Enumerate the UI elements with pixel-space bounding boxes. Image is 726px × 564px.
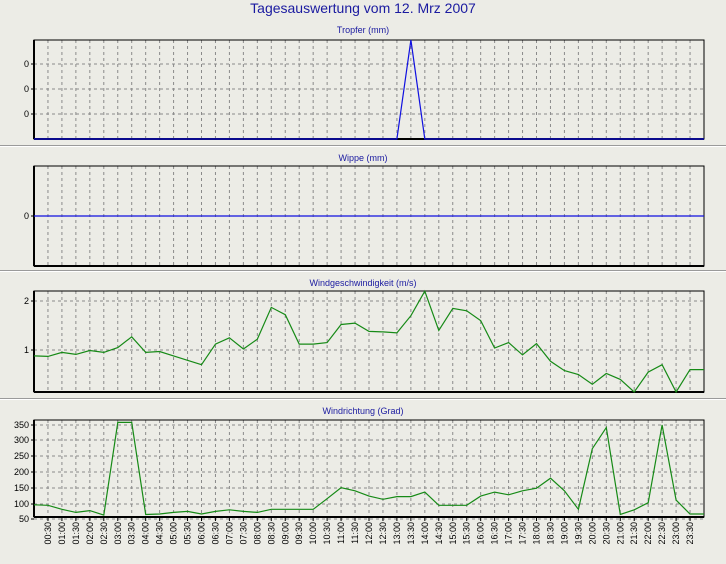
x-tick-label: 12:30 bbox=[378, 522, 388, 545]
x-tick-label: 21:00 bbox=[615, 522, 625, 545]
x-tick-label: 04:30 bbox=[155, 522, 165, 545]
x-tick-label: 08:30 bbox=[266, 522, 276, 545]
x-tick-label: 13:30 bbox=[406, 522, 416, 545]
x-tick-label: 19:30 bbox=[573, 522, 583, 545]
y-tick-label: 0 bbox=[24, 109, 29, 119]
x-tick-label: 11:30 bbox=[350, 522, 360, 544]
y-tick-label: 0 bbox=[24, 59, 29, 69]
y-tick-label: 100 bbox=[14, 499, 29, 509]
x-tick-label: 18:00 bbox=[532, 522, 542, 545]
x-tick-label: 05:00 bbox=[169, 522, 179, 545]
y-tick-label: 0 bbox=[24, 84, 29, 94]
x-tick-label: 08:00 bbox=[252, 522, 262, 545]
series-line bbox=[34, 39, 704, 140]
x-tick-label: 09:00 bbox=[280, 522, 290, 545]
panel-divider bbox=[0, 145, 726, 147]
y-tick-label: 250 bbox=[14, 451, 29, 461]
x-tick-label: 06:00 bbox=[197, 522, 207, 545]
x-tick-label: 17:30 bbox=[518, 522, 528, 545]
chart-title-wippe: Wippe (mm) bbox=[338, 153, 388, 163]
series-line bbox=[33, 289, 704, 394]
x-tick-label: 07:00 bbox=[224, 522, 234, 545]
y-tick-label: 0 bbox=[24, 211, 29, 221]
x-tick-label: 09:30 bbox=[294, 522, 304, 545]
x-tick-label: 23:30 bbox=[685, 522, 695, 545]
x-tick-label: 14:00 bbox=[420, 522, 430, 545]
y-tick-label: 50 bbox=[19, 514, 29, 524]
x-tick-label: 21:30 bbox=[629, 522, 639, 545]
x-tick-label: 15:00 bbox=[448, 522, 458, 545]
x-tick-label: 01:30 bbox=[71, 522, 81, 545]
x-tick-label: 10:00 bbox=[308, 522, 318, 545]
chart-title-tropfer: Tropfer (mm) bbox=[336, 25, 390, 35]
x-tick-label: 11:00 bbox=[336, 522, 346, 544]
x-tick-label: 01:00 bbox=[57, 522, 67, 545]
x-tick-label: 19:00 bbox=[559, 522, 569, 545]
x-tick-label: 03:30 bbox=[127, 522, 137, 545]
x-tick-label: 14:30 bbox=[434, 522, 444, 545]
x-tick-label: 17:00 bbox=[504, 522, 514, 545]
x-tick-label: 03:00 bbox=[113, 522, 123, 545]
x-tick-label: 15:30 bbox=[462, 522, 472, 545]
page-title: Tagesauswertung vom 12. Mrz 2007 bbox=[250, 0, 476, 16]
x-tick-label: 20:30 bbox=[601, 522, 611, 545]
x-tick-label: 23:00 bbox=[671, 522, 681, 545]
chart-title-windrichtung: Windrichtung (Grad) bbox=[322, 406, 404, 416]
x-tick-label: 00:30 bbox=[43, 522, 53, 545]
y-tick-label: 150 bbox=[14, 483, 29, 493]
x-tick-label: 16:30 bbox=[490, 522, 500, 545]
series-line bbox=[33, 421, 704, 516]
x-tick-label: 04:00 bbox=[141, 522, 151, 545]
y-tick-label: 200 bbox=[14, 467, 29, 477]
y-tick-label: 300 bbox=[14, 435, 29, 445]
x-tick-label: 07:30 bbox=[238, 522, 248, 545]
panel-divider bbox=[0, 270, 726, 272]
x-tick-label: 10:30 bbox=[322, 522, 332, 545]
x-tick-label: 13:00 bbox=[392, 522, 402, 545]
x-tick-label: 12:00 bbox=[364, 522, 374, 545]
panel-divider bbox=[0, 398, 726, 400]
x-tick-label: 22:30 bbox=[657, 522, 667, 545]
x-tick-label: 20:00 bbox=[587, 522, 597, 545]
x-tick-label: 05:30 bbox=[183, 522, 193, 545]
x-tick-label: 18:30 bbox=[545, 522, 555, 545]
y-tick-label: 1 bbox=[24, 345, 29, 355]
x-tick-label: 02:00 bbox=[85, 522, 95, 545]
y-tick-label: 2 bbox=[24, 296, 29, 306]
x-tick-label: 02:30 bbox=[99, 522, 109, 545]
x-tick-label: 22:00 bbox=[643, 522, 653, 545]
y-tick-label: 350 bbox=[14, 420, 29, 430]
x-tick-label: 06:30 bbox=[210, 522, 220, 545]
x-tick-label: 16:00 bbox=[476, 522, 486, 545]
chart-title-windgeschwindigkeit: Windgeschwindigkeit (m/s) bbox=[309, 278, 417, 288]
